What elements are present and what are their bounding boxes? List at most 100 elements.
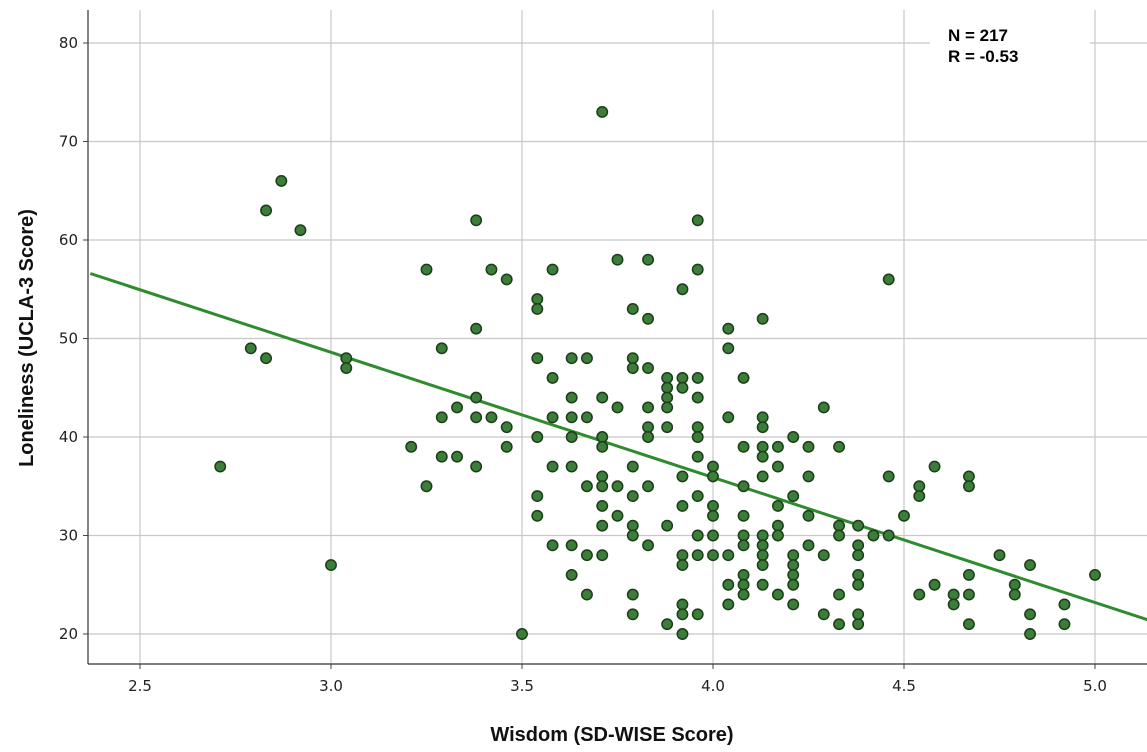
data-point (691, 391, 704, 404)
data-point (737, 588, 750, 601)
data-point (867, 529, 880, 542)
data-point (546, 411, 559, 424)
data-point (661, 401, 674, 414)
data-point (787, 568, 800, 581)
data-point (661, 421, 674, 434)
data-point (833, 440, 846, 453)
data-point (580, 411, 593, 424)
data-point (420, 480, 433, 493)
x-tick-label: 4.5 (892, 677, 916, 695)
data-point (565, 539, 578, 552)
x-tick-label: 4.0 (701, 677, 725, 695)
data-point (516, 628, 528, 640)
data-point (756, 470, 769, 483)
data-point (642, 362, 655, 374)
data-point (676, 559, 689, 571)
data-point (626, 490, 639, 503)
data-point (756, 440, 769, 453)
data-point (833, 618, 846, 631)
data-point (722, 598, 735, 611)
data-point (565, 352, 578, 365)
axes (83, 10, 1147, 669)
data-point (485, 411, 498, 424)
y-tick-label: 40 (59, 428, 78, 446)
data-point (787, 578, 800, 591)
data-point (707, 509, 719, 522)
data-point (707, 470, 719, 483)
data-point (565, 411, 578, 424)
data-point (626, 352, 639, 365)
fit-line-group (89, 272, 1147, 622)
data-point (435, 411, 448, 424)
data-point (817, 401, 830, 414)
data-point (470, 411, 483, 424)
data-point (737, 440, 750, 453)
data-point (611, 480, 624, 493)
x-tick-label: 3.5 (510, 677, 534, 695)
data-point (435, 342, 448, 355)
data-point (756, 421, 769, 434)
data-point (737, 578, 750, 591)
data-point (260, 352, 273, 365)
data-point (642, 421, 655, 434)
y-axis-title: Loneliness (UCLA-3 Score) (16, 209, 38, 467)
data-point (531, 293, 544, 306)
data-point (580, 480, 593, 493)
data-point (451, 401, 464, 414)
data-point (565, 431, 578, 443)
data-point (642, 480, 655, 493)
data-point (642, 253, 655, 266)
data-point (531, 490, 544, 503)
data-point (580, 352, 593, 365)
grid-lines (88, 10, 1147, 664)
data-point (771, 460, 784, 473)
data-point (737, 539, 750, 552)
data-point (771, 440, 784, 453)
data-point (722, 578, 735, 591)
data-point (802, 539, 815, 552)
data-point (691, 214, 704, 227)
data-point (546, 539, 559, 552)
data-point (626, 608, 639, 621)
data-point (882, 470, 895, 483)
y-tick-label: 70 (59, 133, 78, 151)
data-point (962, 470, 975, 483)
data-point (596, 431, 609, 443)
data-point (642, 312, 655, 325)
data-point (928, 578, 941, 591)
data-point (962, 480, 975, 493)
data-point (214, 460, 227, 473)
data-point (852, 549, 865, 562)
data-point (626, 460, 639, 473)
data-point (756, 529, 769, 542)
y-tick-label: 80 (59, 34, 78, 52)
data-point (580, 549, 593, 562)
data-point (565, 568, 578, 581)
data-point (531, 431, 544, 443)
data-point (1024, 608, 1037, 621)
data-point (947, 588, 960, 601)
data-point (756, 411, 769, 424)
data-point (722, 342, 735, 355)
data-point (833, 519, 846, 532)
fit-line (89, 272, 1147, 622)
data-point (691, 263, 704, 276)
data-point (580, 588, 593, 601)
data-point (913, 480, 926, 493)
data-point (771, 519, 784, 532)
data-point (626, 588, 639, 601)
annotation-box (930, 18, 1090, 76)
data-point (787, 559, 800, 571)
data-point (531, 303, 544, 315)
data-point (756, 578, 769, 591)
data-point (260, 204, 273, 217)
data-point (546, 263, 559, 276)
data-point (913, 490, 926, 503)
data-point (852, 519, 865, 532)
data-point (722, 411, 735, 424)
data-point (833, 529, 846, 542)
data-point (676, 549, 689, 562)
data-point (661, 381, 674, 394)
data-point (642, 401, 655, 414)
